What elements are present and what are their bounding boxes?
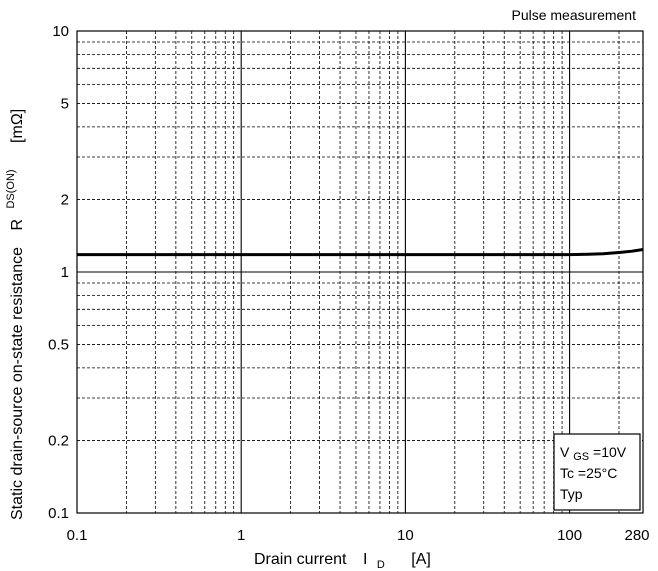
y-tick-label: 5: [61, 96, 69, 113]
y-axis-label-prefix: Static drain-source on-state resistance: [9, 247, 26, 520]
condition-tc-value: =25°C: [578, 465, 617, 481]
condition-typ: Typ: [560, 486, 583, 502]
y-axis-label: Static drain-source on-state resistance …: [1, 109, 26, 520]
x-axis-label-subscript: D: [377, 559, 385, 571]
x-axis-label-symbol: I: [363, 551, 367, 568]
x-tick-label: 280: [624, 527, 649, 544]
x-tick-labels: 0.1 1 10 100 280: [67, 527, 650, 544]
x-tick-label: 0.1: [67, 527, 88, 544]
y-tick-label: 1: [61, 264, 69, 281]
grid: [77, 31, 643, 513]
y-axis-label-subscript: DS(ON): [5, 169, 17, 208]
y-tick-label: 2: [61, 191, 69, 208]
x-axis-label-prefix: Drain current: [254, 551, 347, 568]
x-tick-label: 10: [397, 527, 414, 544]
y-tick-label: 10: [52, 23, 69, 40]
condition-vgs-symbol: V: [560, 444, 570, 460]
condition-vgs-subscript: GS: [573, 451, 589, 463]
condition-tc-symbol: Tc: [560, 465, 574, 481]
y-axis-label-unit: [mΩ]: [9, 109, 26, 143]
condition-vgs-value: =10V: [593, 444, 627, 460]
y-tick-label: 0.1: [48, 505, 69, 522]
y-tick-label: 0.2: [48, 432, 69, 449]
series-line: [77, 248, 644, 257]
conditions-box-frame: [553, 433, 641, 511]
y-tick-labels: 0.1 0.2 0.5 1 2 5 10: [48, 23, 69, 522]
x-tick-label: 100: [557, 527, 582, 544]
series-layer: [77, 248, 644, 257]
chart-title: Pulse measurement: [511, 7, 636, 23]
condition-vgs: V GS =10V: [560, 444, 627, 463]
x-axis-label: Drain current I D [A]: [254, 551, 431, 571]
conditions-box: V GS =10V Tc =25°C Typ: [553, 433, 641, 511]
y-tick-label: 0.5: [48, 337, 69, 354]
plot-frame: [76, 30, 644, 514]
x-tick-label: 1: [237, 527, 245, 544]
x-axis-label-unit: [A]: [411, 551, 431, 568]
y-axis-label-symbol: R: [9, 219, 26, 231]
condition-tc: Tc =25°C: [560, 465, 617, 481]
